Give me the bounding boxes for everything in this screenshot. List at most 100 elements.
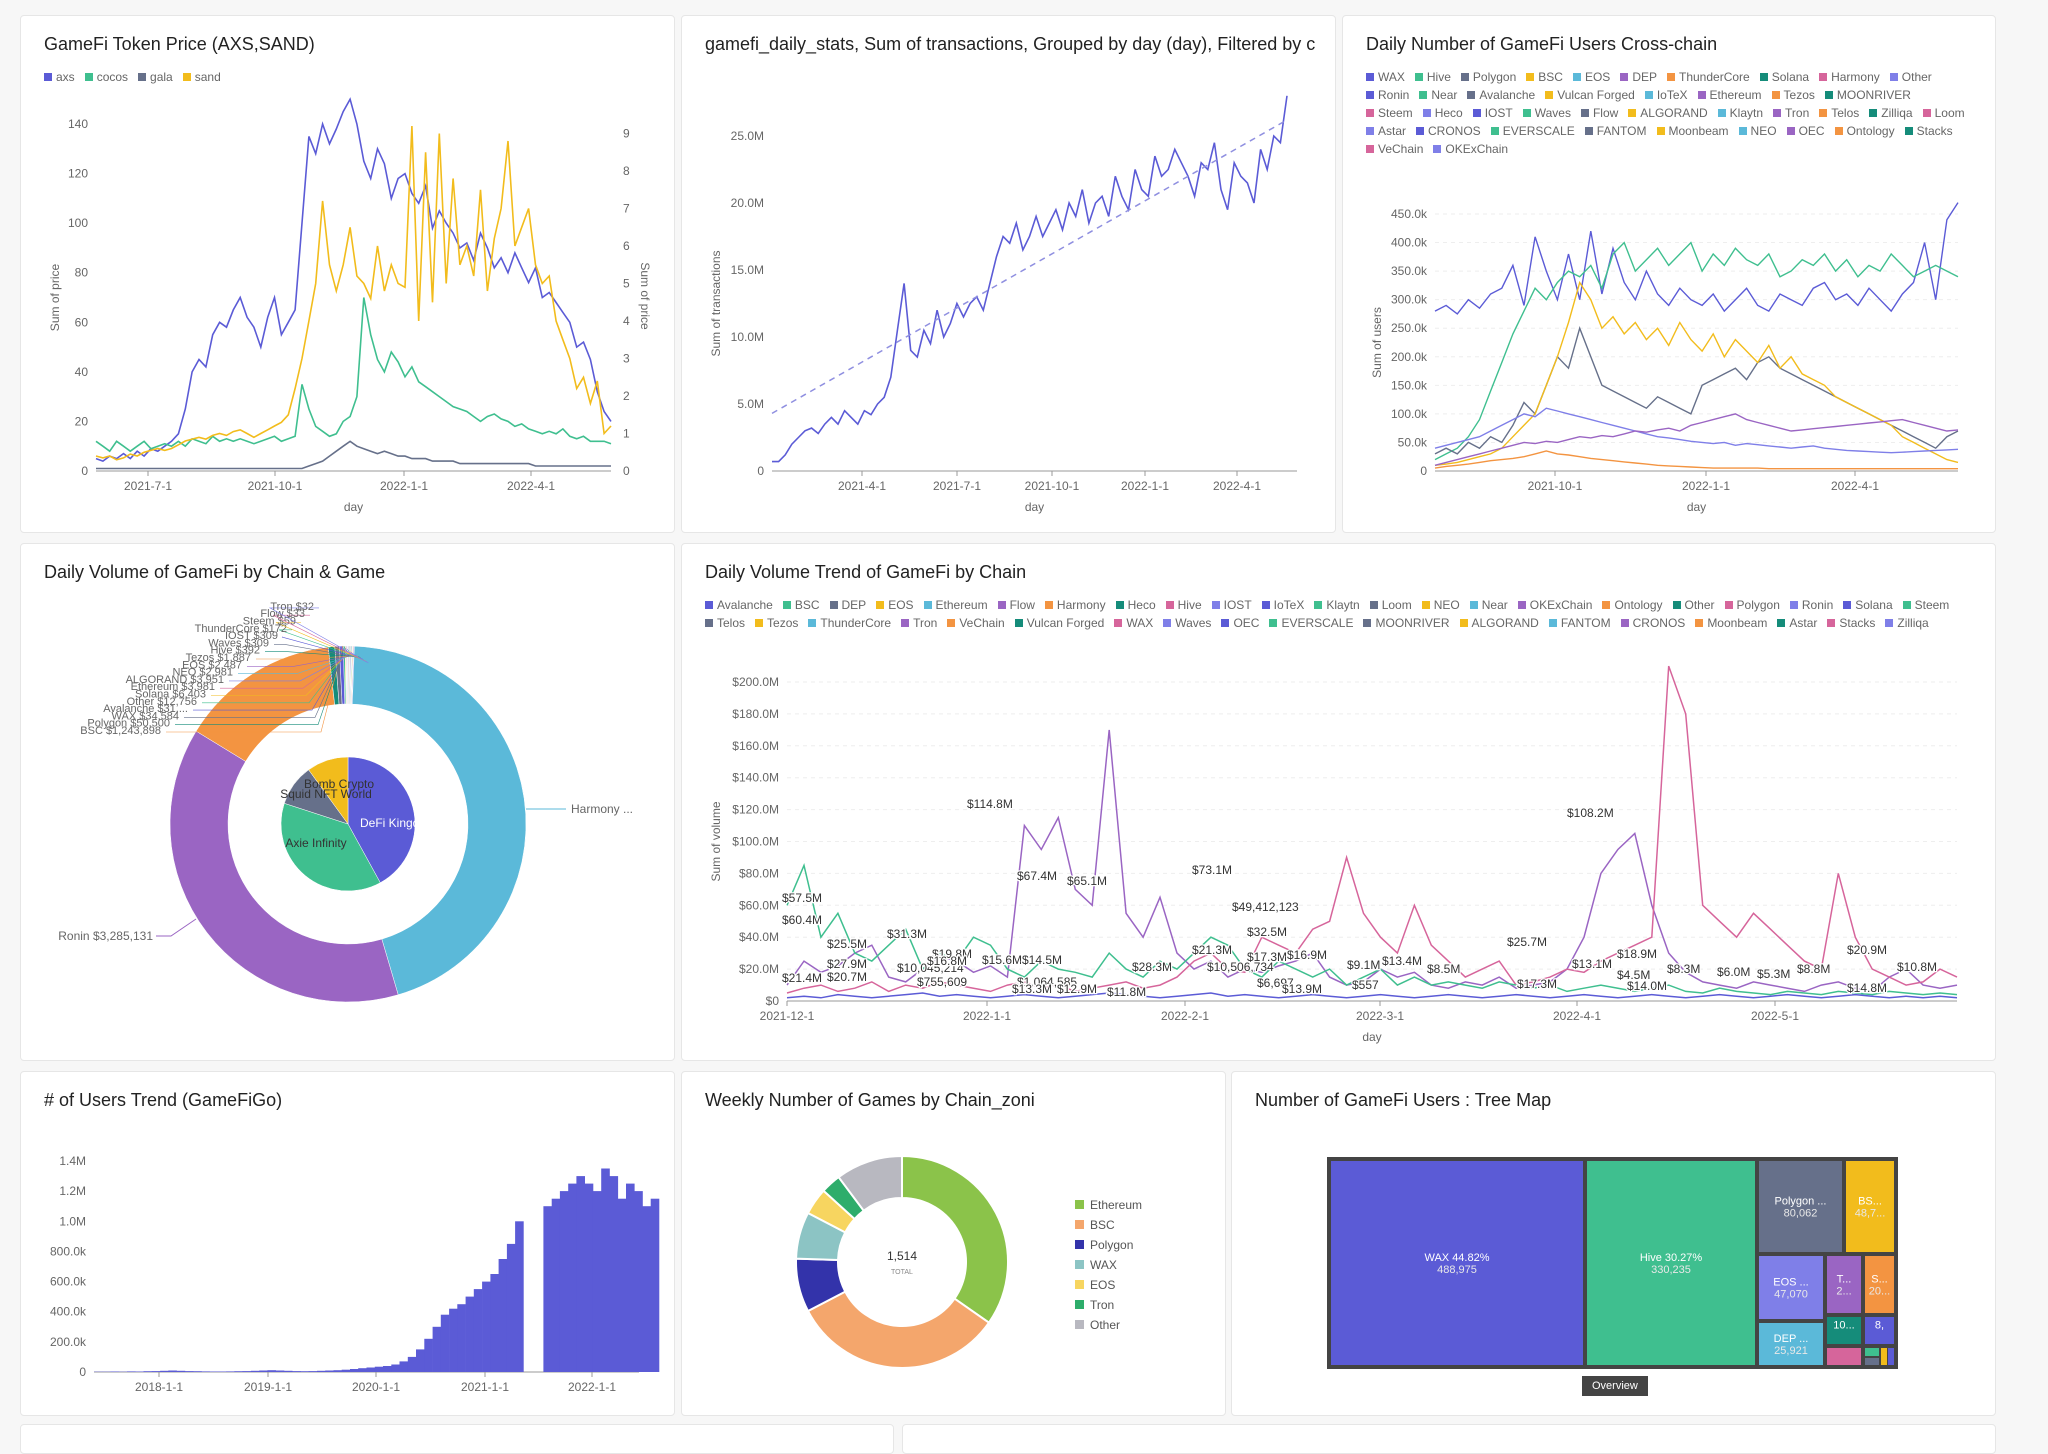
y2-tick-label: 1: [623, 427, 630, 441]
user-bar: [144, 1371, 153, 1372]
data-label: $9.1M: [1347, 958, 1380, 972]
legend-item[interactable]: Tron: [1075, 1295, 1142, 1315]
weekly-games-card: Weekly Number of Games by Chain_zoni 1,5…: [681, 1071, 1226, 1416]
x-tick-label: 2022-1-1: [1121, 479, 1169, 493]
legend-item[interactable]: Other: [1075, 1315, 1142, 1335]
x-tick-label: 2018-1-1: [135, 1380, 183, 1394]
legend-swatch: [1075, 1200, 1084, 1209]
user-bar: [342, 1370, 351, 1372]
user-bar: [416, 1349, 425, 1372]
data-label: $13.9M: [1282, 982, 1322, 996]
y-tick-label: 450.0k: [1391, 207, 1428, 221]
user-bar: [626, 1184, 635, 1372]
data-label: $5.3M: [1757, 967, 1790, 981]
legend-swatch: [1075, 1300, 1084, 1309]
data-label: $755,609: [917, 975, 967, 989]
legend-label: Ethereum: [1090, 1198, 1142, 1212]
label-leader: [156, 919, 196, 936]
y-tick-label: $180.0M: [732, 707, 779, 721]
x-tick-label: 2021-7-1: [124, 479, 172, 493]
x-tick-label: 2022-1-1: [1682, 479, 1730, 493]
x-tick-label: 2021-7-1: [933, 479, 981, 493]
treemap-node-label: S...: [1871, 1274, 1888, 1286]
data-label: $25.7M: [1507, 935, 1547, 949]
user-bar: [284, 1371, 293, 1372]
user-bar: [424, 1339, 433, 1372]
y2-tick-label: 3: [623, 352, 630, 366]
x-tick-label: 2022-2-1: [1161, 1009, 1209, 1023]
x-tick-label: 2022-5-1: [1751, 1009, 1799, 1023]
y-tick-label: 50.0k: [1398, 435, 1428, 449]
x-tick-label: 2022-4-1: [1553, 1009, 1601, 1023]
y2-tick-label: 9: [623, 127, 630, 141]
x-tick-label: 2022-1-1: [963, 1009, 1011, 1023]
y-tick-label: 1.4M: [59, 1154, 86, 1168]
slice-label: Tron $32: [270, 601, 314, 613]
data-label: $18.9M: [1617, 947, 1657, 961]
y-tick-label: $160.0M: [732, 739, 779, 753]
user-bar: [193, 1371, 202, 1372]
y-tick-label: 10.0M: [731, 330, 764, 344]
user-bar: [358, 1368, 367, 1372]
user-bar: [309, 1371, 318, 1372]
data-label: $11.8M: [1107, 985, 1146, 999]
legend-swatch: [1075, 1320, 1084, 1329]
legend-item[interactable]: BSC: [1075, 1215, 1142, 1235]
user-bar: [111, 1372, 120, 1373]
x-tick-label: 2022-3-1: [1356, 1009, 1404, 1023]
user-bar: [292, 1371, 301, 1372]
legend-item[interactable]: WAX: [1075, 1255, 1142, 1275]
user-bar: [317, 1371, 326, 1372]
treemap-node-label: EOS ...: [1773, 1277, 1808, 1289]
data-label: $13.3M: [1012, 982, 1052, 996]
legend-item[interactable]: Ethereum: [1075, 1195, 1142, 1215]
data-label: $14.0M: [1627, 979, 1667, 993]
series-line-Hive: [1435, 243, 1958, 460]
y2-tick-label: 5: [623, 277, 630, 291]
volume-trend-chart: $0$20.0M$40.0M$60.0M$80.0M$100.0M$120.0M…: [682, 544, 1996, 1061]
y2-tick-label: 0: [623, 464, 630, 478]
y-tick-label: 60: [75, 315, 89, 329]
user-bar: [391, 1365, 400, 1373]
user-bar: [210, 1372, 219, 1373]
y-tick-label: 80: [75, 266, 89, 280]
y2-axis-title: Sum of price: [638, 262, 652, 330]
legend-label: WAX: [1090, 1258, 1117, 1272]
treemap-node-label: Polygon ...: [1775, 1196, 1827, 1208]
y-tick-label: 20.0M: [731, 196, 764, 210]
data-label: $8.8M: [1797, 962, 1830, 976]
user-bar: [643, 1206, 652, 1372]
data-label: $13.4M: [1382, 954, 1422, 968]
y-tick-label: 200.0k: [1391, 350, 1428, 364]
legend-label: Tron: [1090, 1298, 1114, 1312]
y-tick-label: $100.0M: [732, 835, 779, 849]
x-axis-title: day: [1025, 500, 1044, 514]
users-cross-chain-chart: 050.0k100.0k150.0k200.0k250.0k300.0k350.…: [1343, 16, 1996, 533]
series-line-BSC: [1435, 283, 1958, 466]
data-label: $32.5M: [1247, 925, 1287, 939]
y-axis-title: Sum of transactions: [709, 250, 723, 356]
y-tick-label: 0: [81, 464, 88, 478]
user-bar: [185, 1371, 194, 1372]
series-line-Polygon: [787, 993, 1957, 998]
treemap-node: [1827, 1348, 1861, 1365]
y-tick-label: 100: [68, 216, 88, 230]
overview-button[interactable]: Overview: [1582, 1376, 1648, 1396]
user-bar: [375, 1367, 384, 1372]
legend-item[interactable]: Polygon: [1075, 1235, 1142, 1255]
data-label: $25.5M: [827, 937, 867, 951]
user-bar: [543, 1206, 552, 1372]
legend-item[interactable]: EOS: [1075, 1275, 1142, 1295]
x-tick-label: 2020-1-1: [352, 1380, 400, 1394]
data-label: $8.3M: [1667, 962, 1700, 976]
data-label: $49,412,123: [1232, 900, 1299, 914]
y-tick-label: 250.0k: [1391, 321, 1428, 335]
user-bar: [160, 1371, 169, 1372]
y2-tick-label: 6: [623, 239, 630, 253]
y-tick-label: 25.0M: [731, 129, 764, 143]
y-tick-label: $60.0M: [739, 898, 779, 912]
